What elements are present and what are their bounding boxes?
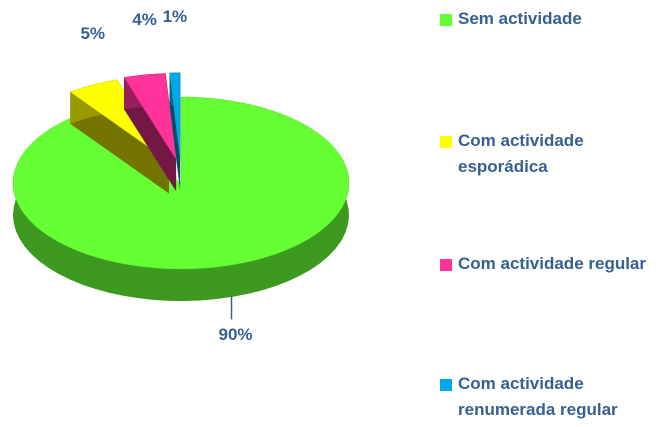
legend-item: Com actividade esporádica	[440, 131, 648, 180]
slice-top	[169, 72, 181, 159]
legend-swatch	[440, 136, 452, 148]
data-label: 4%	[132, 10, 157, 29]
legend-label: Com actividade esporádica	[458, 131, 584, 176]
legend-swatch	[440, 14, 452, 26]
legend-item: Com actividade renumerada regular	[440, 374, 648, 423]
slice-top	[123, 73, 177, 160]
slice	[169, 72, 181, 191]
legend-label: Com actividade renumerada regular	[458, 374, 618, 419]
legend-swatch	[440, 259, 452, 271]
slice-side	[70, 91, 170, 194]
chart: 90% 5% 4% 1%	[12, 7, 350, 344]
data-label: 5%	[80, 24, 105, 43]
slice	[123, 73, 177, 192]
legend-label: Com actividade regular	[458, 254, 647, 273]
legend-item: Com actividade regular	[440, 254, 648, 277]
slice	[12, 96, 350, 301]
legend: Sem actividade Com actividade esporádica C…	[440, 0, 664, 427]
legend-item: Sem actividade	[440, 9, 648, 32]
legend-label: Sem actividade	[458, 9, 582, 28]
legend-swatch	[440, 379, 452, 391]
slice-top	[12, 96, 350, 270]
data-label: 1%	[163, 7, 188, 26]
data-label: 90%	[218, 325, 252, 344]
